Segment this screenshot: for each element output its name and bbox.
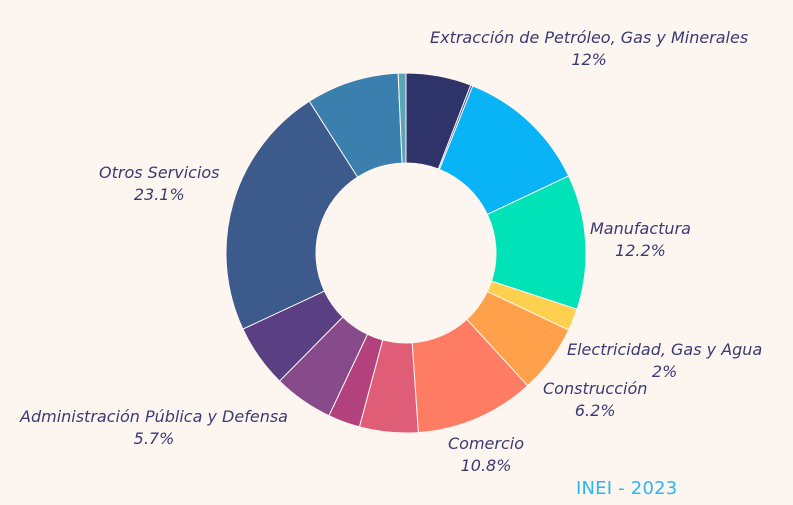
label-otros-servicios-name: Otros Servicios <box>99 163 220 182</box>
label-manufactura: Manufactura 12.2% <box>590 218 691 262</box>
label-comercio: Comercio 10.8% <box>448 433 524 477</box>
label-electricidad: Electricidad, Gas y Agua 2% <box>567 339 762 383</box>
label-comercio-name: Comercio <box>448 434 524 453</box>
label-comercio-percent: 10.8% <box>460 456 512 475</box>
label-administracion-name: Administración Pública y Defensa <box>20 407 288 426</box>
label-construccion-percent: 6.2% <box>574 401 616 420</box>
label-extraccion: Extracción de Petróleo, Gas y Minerales … <box>430 27 748 71</box>
label-otros-servicios-percent: 23.1% <box>133 185 185 204</box>
label-extraccion-name: Extracción de Petróleo, Gas y Minerales <box>430 28 749 47</box>
label-manufactura-percent: 12.2% <box>615 241 666 260</box>
source-credit: INEI - 2023 <box>576 478 678 499</box>
label-administracion: Administración Pública y Defensa 5.7% <box>20 406 288 450</box>
donut-slice-11 <box>225 100 359 330</box>
donut-slice-13 <box>397 72 407 164</box>
label-electricidad-percent: 2% <box>651 362 678 381</box>
label-extraccion-percent: 12% <box>571 50 607 69</box>
label-otros-servicios: Otros Servicios 23.1% <box>99 162 220 206</box>
label-construccion: Construcción 6.2% <box>543 378 647 422</box>
label-manufactura-name: Manufactura <box>590 219 691 238</box>
label-administracion-percent: 5.7% <box>133 429 175 448</box>
label-construccion-name: Construcción <box>543 379 648 398</box>
label-electricidad-name: Electricidad, Gas y Agua <box>567 340 763 359</box>
